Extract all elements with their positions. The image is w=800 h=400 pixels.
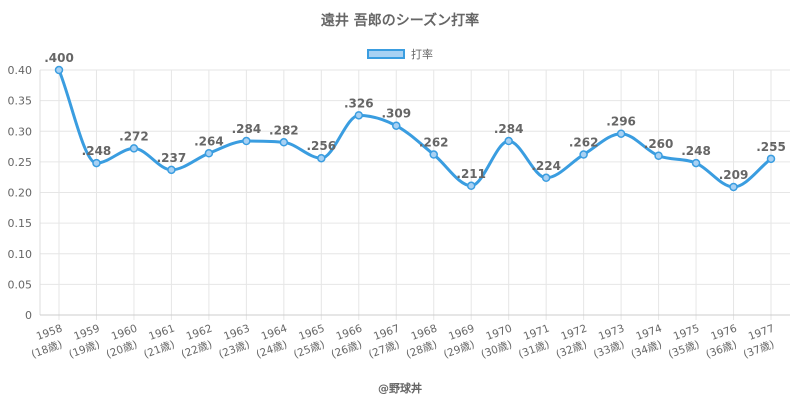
x-tick-sublabel: (21歳) (142, 339, 176, 361)
data-label: .260 (644, 137, 674, 151)
data-point (579, 150, 588, 159)
y-tick-label: 0.15 (8, 217, 33, 230)
data-point (279, 138, 289, 147)
y-tick-label: 0.30 (8, 125, 33, 138)
data-label: .282 (269, 123, 299, 137)
x-tick-sublabel: (23歳) (217, 339, 251, 361)
x-tick-sublabel: (24歳) (255, 339, 289, 361)
data-label: .262 (419, 136, 449, 150)
data-label: .284 (232, 122, 262, 136)
data-point (54, 65, 64, 75)
x-tick-sublabel: (33歳) (592, 339, 626, 361)
legend-swatch (367, 49, 405, 59)
chart-title: 遠井 吾郎のシーズン打率 (320, 13, 480, 29)
data-point (317, 153, 326, 163)
x-tick-sublabel: (37歳) (742, 339, 776, 361)
x-tick-sublabel: (27歳) (367, 339, 401, 361)
data-label: .264 (194, 134, 224, 148)
data-point (766, 154, 776, 164)
data-point (129, 144, 139, 153)
x-tick-sublabel: (26歳) (330, 339, 364, 361)
data-label: .255 (756, 140, 786, 154)
data-point (392, 121, 401, 130)
x-tick-sublabel: (20歳) (105, 339, 139, 361)
data-label: .326 (344, 96, 374, 110)
data-label: .248 (82, 144, 112, 158)
x-tick-sublabel: (31歳) (517, 339, 551, 361)
series-line (57, 69, 772, 189)
data-label: .272 (119, 129, 149, 143)
data-label: .224 (531, 159, 561, 173)
data-label: .400 (44, 51, 74, 65)
data-point (616, 129, 626, 138)
data-label: .256 (307, 139, 337, 153)
x-tick-sublabel: (36歳) (704, 339, 738, 361)
x-tick-sublabel: (19歳) (67, 339, 101, 361)
x-tick-sublabel: (29歳) (442, 339, 476, 361)
data-point (242, 136, 251, 146)
data-label: .248 (681, 144, 711, 158)
data-label: .211 (456, 167, 486, 181)
data-label: .296 (606, 115, 636, 129)
x-tick-sublabel: (25歳) (292, 339, 326, 361)
data-point (204, 149, 214, 158)
credit-text: @野球丼 (378, 382, 422, 395)
data-point (691, 158, 701, 168)
y-tick-label: 0.40 (8, 64, 33, 77)
data-point (729, 182, 738, 192)
data-point (504, 136, 513, 146)
x-tick-sublabel: (35歳) (667, 339, 701, 361)
legend[interactable]: 打率 (0, 46, 800, 62)
data-label: .237 (157, 151, 187, 165)
x-tick-sublabel: (28歳) (405, 339, 439, 361)
y-tick-label: 0 (25, 309, 32, 322)
data-point (654, 151, 663, 160)
data-label: .284 (494, 122, 524, 136)
x-tick-sublabel: (22歳) (180, 339, 214, 361)
x-tick-sublabel: (32歳) (554, 339, 588, 361)
data-point (354, 111, 364, 120)
y-tick-label: 0.05 (8, 278, 33, 291)
data-point (466, 181, 476, 191)
data-point (92, 158, 101, 168)
data-point (541, 173, 551, 183)
data-point (167, 165, 176, 175)
x-tick-sublabel: (30歳) (479, 339, 513, 361)
legend-label: 打率 (411, 48, 433, 61)
x-tick-sublabel: (34歳) (629, 339, 663, 361)
y-tick-label: 0.10 (8, 248, 33, 261)
data-label: .309 (381, 107, 411, 121)
data-label: .262 (569, 136, 599, 150)
data-label: .209 (719, 168, 749, 182)
y-tick-label: 0.25 (8, 156, 33, 169)
x-tick-sublabel: (18歳) (30, 339, 64, 361)
y-tick-label: 0.20 (8, 187, 33, 200)
data-point (429, 150, 438, 159)
y-tick-label: 0.35 (8, 95, 33, 108)
